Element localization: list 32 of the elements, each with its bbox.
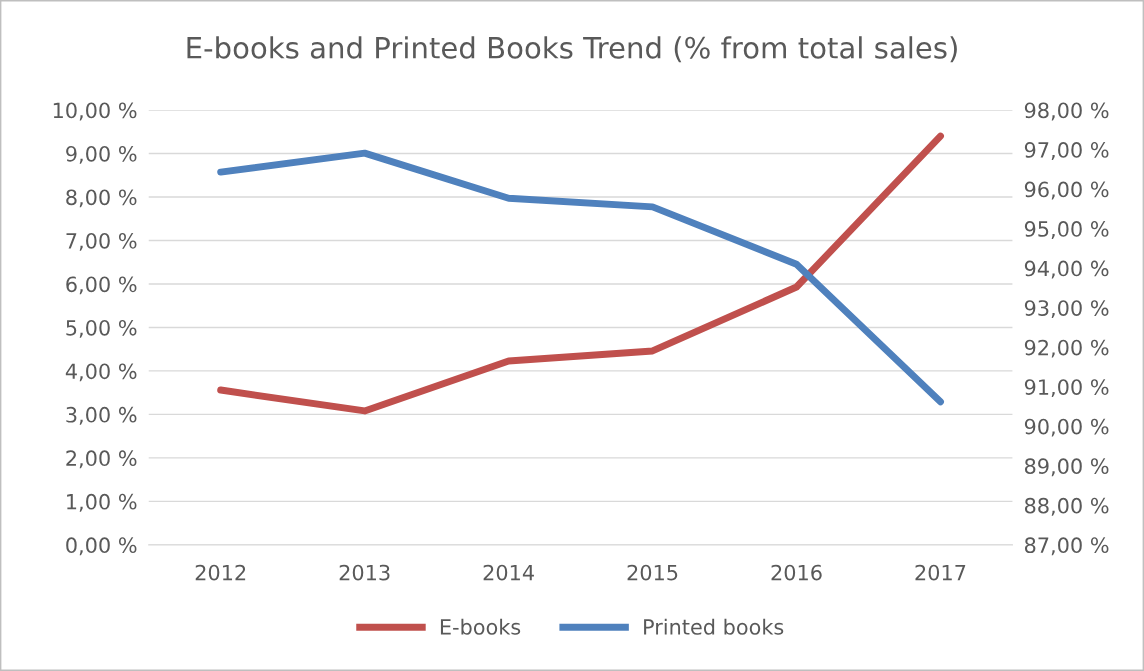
y-tick-label: 8,00 %	[66, 189, 137, 208]
y2-tick-label: 95,00 %	[1024, 221, 1109, 239]
y2-tick-label: 88,00 %	[1024, 497, 1109, 516]
y-tick-label: 0,00 %	[66, 537, 137, 556]
x-tick-label: 2016	[771, 564, 822, 581]
x-tick-label: 2013	[339, 564, 390, 581]
y2-tick-label: 91,00 %	[1024, 379, 1109, 398]
legend-label: Printed books	[644, 618, 784, 635]
y-tick-label: 10,00 %	[53, 102, 137, 121]
y-tick-label: 6,00 %	[66, 276, 137, 295]
y-tick-label: 3,00 %	[66, 406, 137, 425]
y-tick-label: 4,00 %	[65, 363, 137, 382]
chart-title: E-books and Printed Books Trend (% from total sales)	[187, 36, 957, 63]
y-tick-label: 1,00 %	[67, 493, 137, 512]
x-tick-label: 2017	[915, 564, 966, 581]
y2-tick-label: 97,00 %	[1024, 142, 1109, 160]
x-tick-label: 2015	[627, 564, 678, 581]
y2-tick-label: 98,00 %	[1024, 102, 1109, 121]
y2-tick-label: 93,00 %	[1024, 300, 1109, 319]
y2-tick-label: 90,00 %	[1024, 418, 1109, 437]
x-tick-label: 2012	[195, 564, 246, 581]
legend-label: E-books	[440, 618, 521, 635]
y2-tick-label: 87,00 %	[1024, 537, 1109, 556]
y-tick-label: 5,00 %	[66, 319, 137, 338]
y2-tick-label: 89,00 %	[1024, 458, 1109, 477]
y-tick-label: 9,00 %	[66, 145, 137, 164]
y2-tick-label: 96,00 %	[1024, 181, 1109, 200]
y-tick-label: 7,00 %	[66, 232, 137, 251]
y2-tick-label: 94,00 %	[1024, 260, 1109, 279]
y-tick-label: 2,00 %	[66, 450, 137, 469]
y2-tick-label: 92,00 %	[1024, 339, 1109, 358]
x-tick-label: 2014	[483, 564, 534, 581]
